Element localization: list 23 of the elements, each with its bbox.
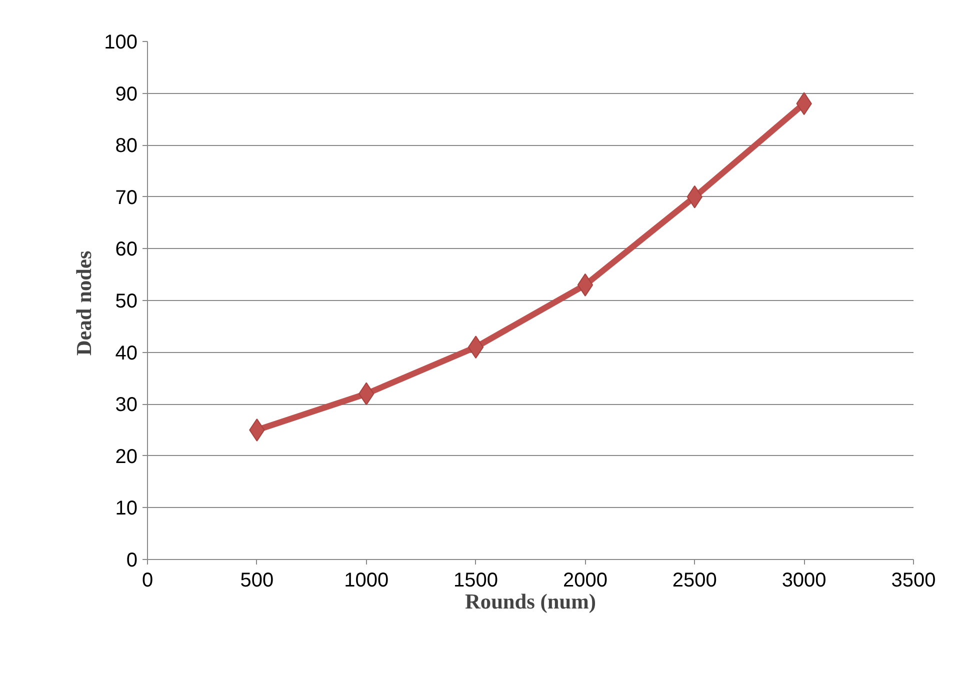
- point: [577, 273, 594, 296]
- y-tick-label: 30: [115, 394, 138, 416]
- point: [468, 336, 484, 359]
- y-tick-label: 100: [104, 32, 138, 54]
- x-tick-label: 1500: [454, 570, 498, 592]
- y-tick-label: 60: [115, 238, 138, 261]
- y-axis-title: Dead nodes: [72, 250, 96, 356]
- y-tick-label: 0: [126, 550, 138, 572]
- x-axis-title: Rounds (num): [465, 590, 596, 614]
- x-tick-label: 0: [142, 570, 154, 592]
- y-tick-label: 90: [115, 83, 138, 106]
- x-tick-label: 2500: [672, 570, 717, 592]
- x-tick-label: 500: [240, 570, 274, 592]
- x-tick-label: 3000: [782, 570, 826, 592]
- y-tick-label: 10: [115, 498, 138, 520]
- y-tick-label: 70: [115, 186, 138, 209]
- x-tick-label: 3500: [891, 570, 936, 592]
- x-tick-label: 2000: [562, 570, 608, 592]
- y-tick-label: 40: [115, 342, 138, 364]
- y-tick-label: 20: [115, 446, 138, 468]
- y-tick-label: 50: [115, 290, 138, 312]
- y-tick-label: 80: [115, 135, 138, 158]
- x-tick-label: 1000: [344, 570, 389, 592]
